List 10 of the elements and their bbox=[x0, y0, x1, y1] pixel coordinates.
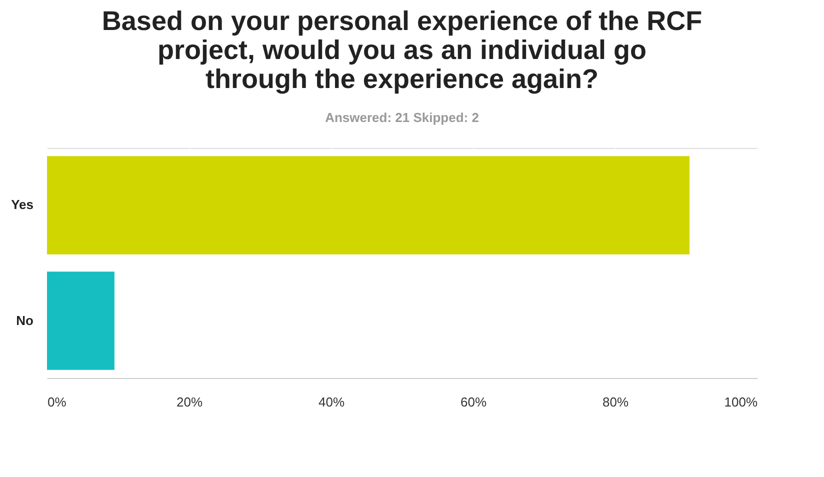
chart-subtitle: Answered: 21 Skipped: 2 bbox=[325, 110, 479, 125]
x-tick-label: 40% bbox=[318, 394, 345, 410]
y-tick-label: Yes bbox=[11, 197, 34, 212]
x-tick-label: 20% bbox=[176, 394, 203, 410]
chart-title: Based on your personal experience of the RCF project, would you as an individual go through the experience again? bbox=[102, 6, 702, 94]
x-tick-label: 80% bbox=[602, 394, 629, 410]
x-tick-label: 100% bbox=[724, 394, 758, 410]
x-tick-label: 0% bbox=[48, 394, 67, 410]
y-tick-label: No bbox=[16, 312, 34, 328]
x-tick-label: 60% bbox=[460, 394, 487, 410]
